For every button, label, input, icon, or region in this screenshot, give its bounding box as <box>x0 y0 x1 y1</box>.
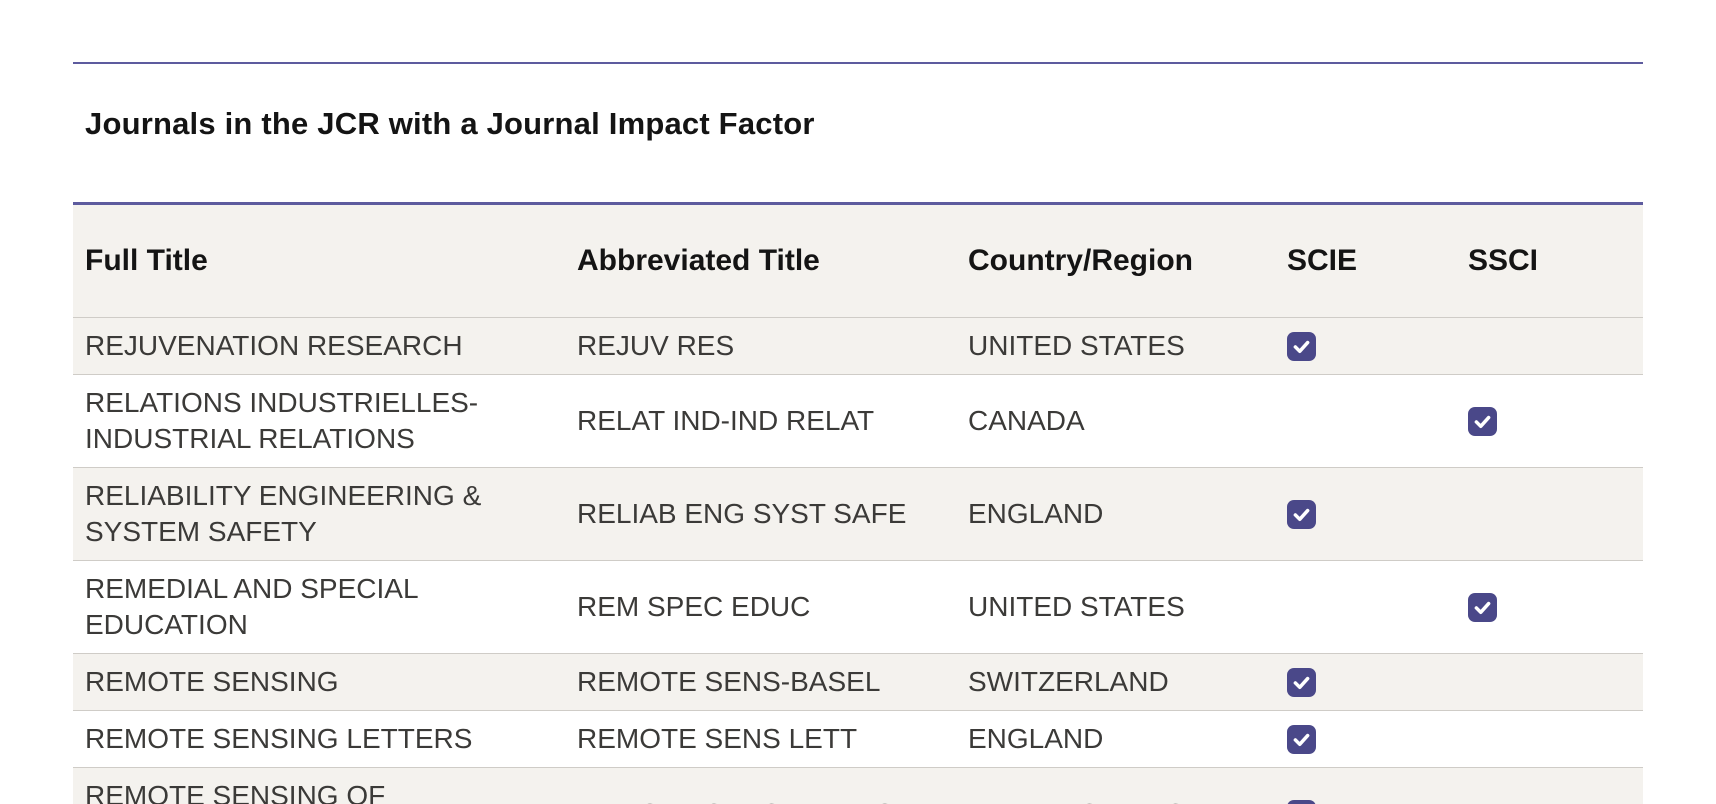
abbreviated-title-cell: REMOTE SENS LETT <box>577 723 858 754</box>
scie-checkbox[interactable] <box>1287 331 1316 361</box>
table-row: RELIABILITY ENGINEERING & SYSTEM SAFETY … <box>73 467 1643 560</box>
journal-table: Full Title Abbreviated Title Country/Reg… <box>73 202 1643 804</box>
country-region-cell: CANADA <box>968 405 1085 436</box>
column-header-full-title: Full Title <box>85 244 208 277</box>
top-divider <box>73 62 1643 64</box>
abbreviated-title-cell: REM SPEC EDUC <box>577 591 811 622</box>
page-title: Journals in the JCR with a Journal Impac… <box>85 106 815 141</box>
table-row: REMEDIAL AND SPECIAL EDUCATION REM SPEC … <box>73 560 1643 653</box>
full-title-cell: RELATIONS INDUSTRIELLES-INDUSTRIAL RELAT… <box>85 387 479 454</box>
table-row: RELATIONS INDUSTRIELLES-INDUSTRIAL RELAT… <box>73 374 1643 467</box>
table-row: REJUVENATION RESEARCH REJUV RES UNITED S… <box>73 317 1643 374</box>
country-region-cell: UNITED STATES <box>968 796 1287 804</box>
checkmark-icon <box>1291 504 1312 525</box>
table-body: REJUVENATION RESEARCH REJUV RES UNITED S… <box>73 317 1643 804</box>
full-title-cell: REMEDIAL AND SPECIAL EDUCATION <box>85 573 418 640</box>
full-title-cell: REJUVENATION RESEARCH <box>85 330 463 361</box>
checkmark-icon <box>1472 411 1493 432</box>
country-region-cell: ENGLAND <box>968 498 1104 529</box>
abbreviated-title-cell: RELAT IND-IND RELAT <box>577 405 875 436</box>
column-header-ssci: SSCI <box>1468 244 1539 277</box>
full-title-cell: REMOTE SENSING LETTERS <box>85 723 473 754</box>
page-container: Journals in the JCR with a Journal Impac… <box>73 62 1643 804</box>
table-row: REMOTE SENSING REMOTE SENS-BASEL SWITZER… <box>73 653 1643 710</box>
full-title-cell: REMOTE SENSING OF ENVIRONMENT <box>85 780 386 804</box>
country-region-cell: SWITZERLAND <box>968 666 1169 697</box>
country-region-cell: UNITED STATES <box>968 330 1185 361</box>
checkmark-icon <box>1472 597 1493 618</box>
full-title-cell: REMOTE SENSING <box>85 666 339 697</box>
checkmark-icon <box>1291 672 1312 693</box>
abbreviated-title-cell: RELIAB ENG SYST SAFE <box>577 498 907 529</box>
abbreviated-title-cell: REJUV RES <box>577 330 735 361</box>
column-header-scie: SCIE <box>1287 244 1358 277</box>
ssci-checkbox[interactable] <box>1468 406 1497 436</box>
country-region-cell: ENGLAND <box>968 723 1104 754</box>
country-region-cell: UNITED STATES <box>968 591 1185 622</box>
column-header-abbreviated-title: Abbreviated Title <box>577 244 820 277</box>
full-title-cell: RELIABILITY ENGINEERING & SYSTEM SAFETY <box>85 480 482 547</box>
table-row: REMOTE SENSING LETTERS REMOTE SENS LETT … <box>73 710 1643 767</box>
column-header-country-region: Country/Region <box>968 244 1193 277</box>
scie-checkbox[interactable] <box>1287 667 1316 697</box>
ssci-checkbox[interactable] <box>1468 592 1497 622</box>
abbreviated-title-cell: REMOTE SENS-BASEL <box>577 666 881 697</box>
scie-checkbox[interactable] <box>1287 799 1316 804</box>
checkmark-icon <box>1291 336 1312 357</box>
table-header-row: Full Title Abbreviated Title Country/Reg… <box>73 205 1643 317</box>
scie-checkbox[interactable] <box>1287 499 1316 529</box>
scie-checkbox[interactable] <box>1287 724 1316 754</box>
table-row: REMOTE SENSING OF ENVIRONMENT REMOTE SEN… <box>73 767 1643 804</box>
abbreviated-title-cell: REMOTE SENS ENVIRON <box>577 796 968 804</box>
checkmark-icon <box>1291 729 1312 750</box>
